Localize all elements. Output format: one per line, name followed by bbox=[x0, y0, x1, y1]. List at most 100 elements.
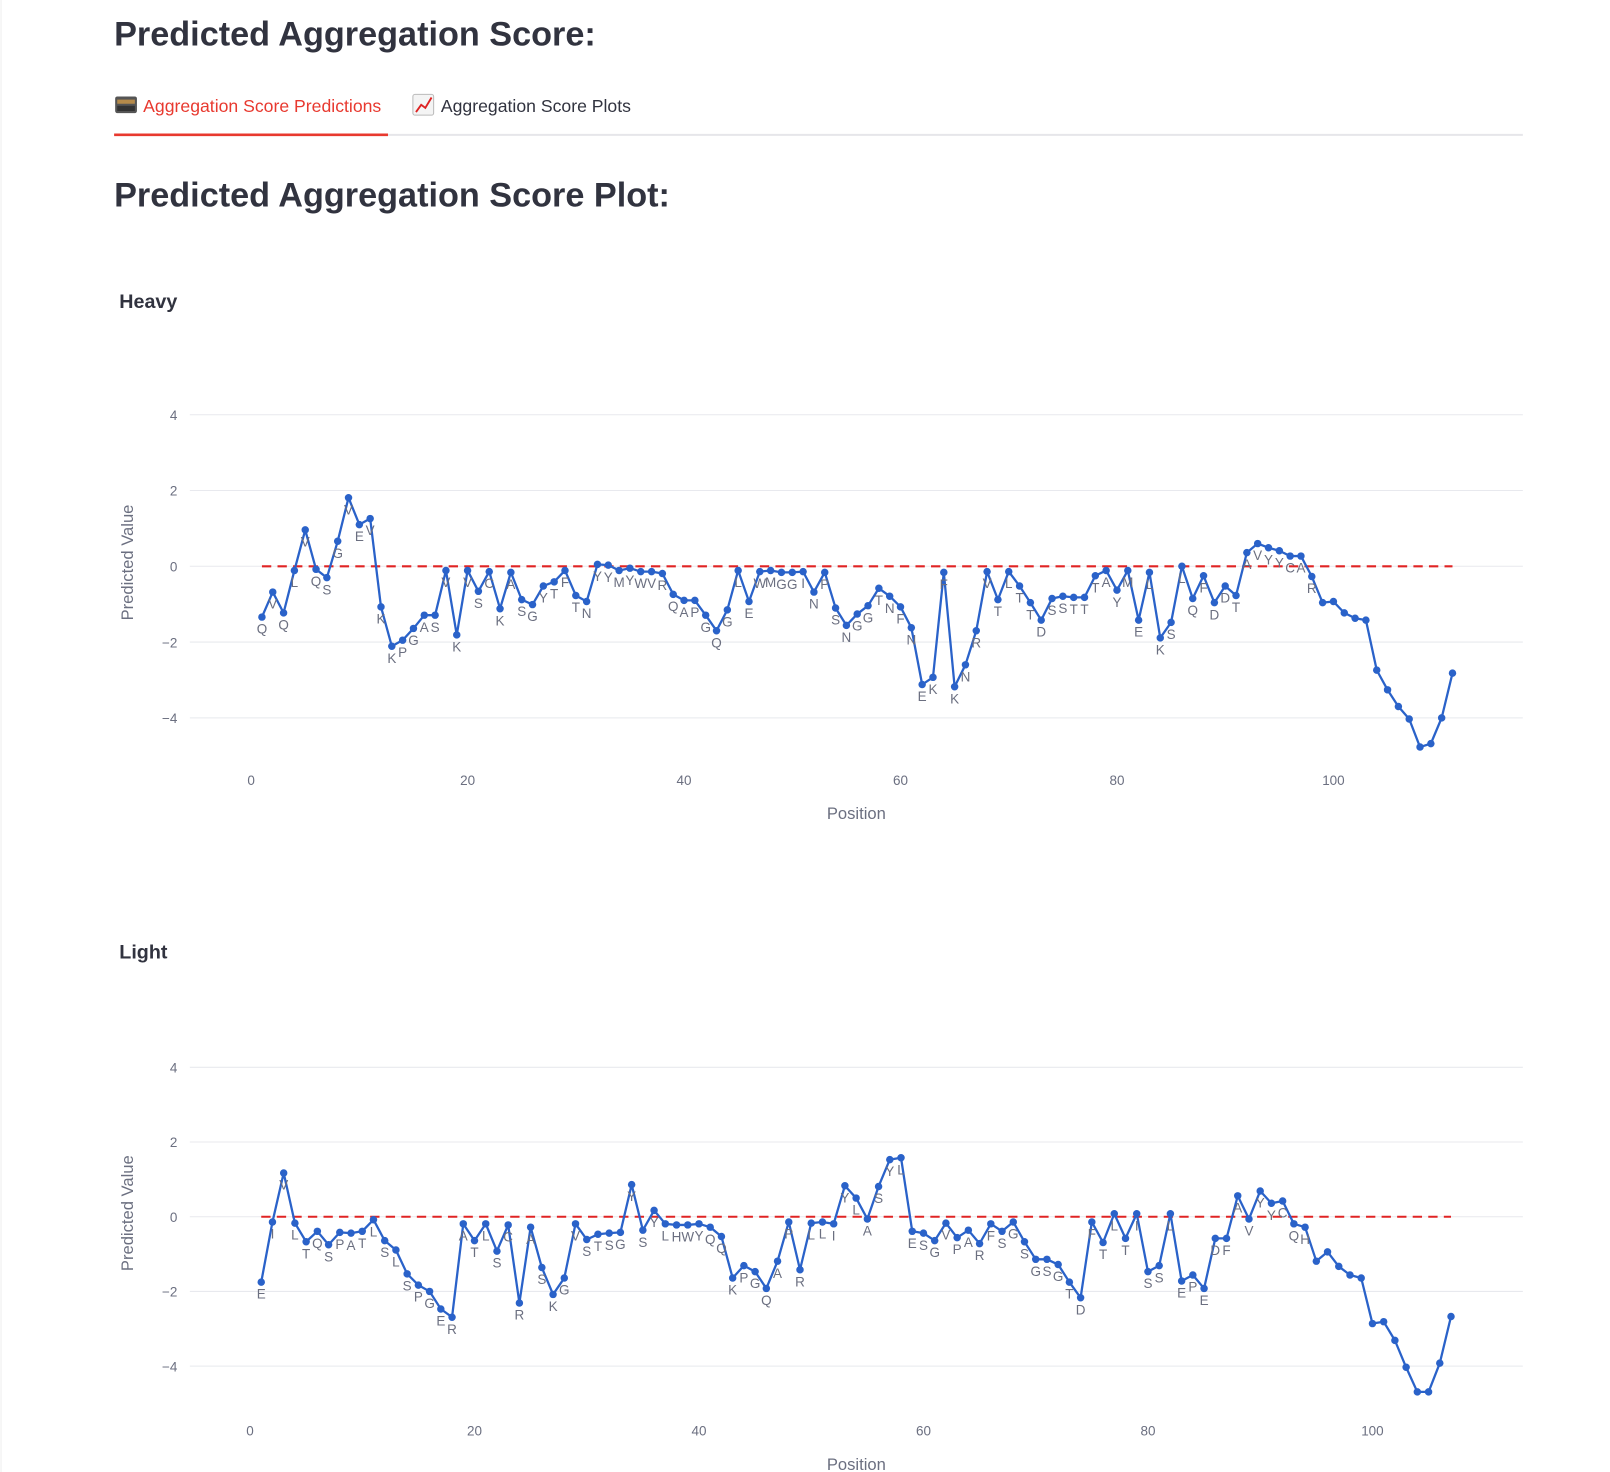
point-label: H bbox=[1300, 1232, 1310, 1247]
point-label: F bbox=[561, 575, 569, 590]
point-label: L bbox=[370, 1224, 378, 1239]
point-label: S bbox=[874, 1191, 883, 1206]
data-point bbox=[301, 526, 309, 534]
data-point bbox=[1177, 1277, 1186, 1285]
data-point bbox=[762, 1284, 771, 1293]
data-point bbox=[650, 1206, 658, 1215]
point-label: S bbox=[1020, 1246, 1029, 1261]
point-label: F bbox=[940, 577, 948, 592]
point-label: L bbox=[291, 1228, 299, 1243]
data-point bbox=[728, 1274, 737, 1282]
point-label: T bbox=[1065, 1287, 1073, 1302]
point-label: L bbox=[734, 575, 742, 590]
data-point bbox=[583, 1235, 591, 1244]
point-label: G bbox=[863, 610, 873, 625]
data-point bbox=[425, 1287, 434, 1296]
tab[interactable]: Aggregation Score Predictions bbox=[143, 96, 381, 116]
data-point bbox=[463, 566, 472, 575]
data-point bbox=[1243, 548, 1251, 557]
data-point bbox=[639, 1226, 647, 1234]
x-tick-label: 40 bbox=[677, 773, 692, 788]
data-point bbox=[972, 626, 981, 635]
point-label: E bbox=[257, 1287, 266, 1302]
point-label: G bbox=[929, 1245, 939, 1260]
data-point bbox=[517, 595, 526, 604]
data-point bbox=[807, 1219, 815, 1227]
point-label: T bbox=[572, 600, 580, 615]
tab[interactable]: Aggregation Score Plots bbox=[441, 96, 631, 116]
point-label: M bbox=[1122, 575, 1133, 590]
data-point bbox=[864, 601, 872, 610]
point-label: Y bbox=[1112, 595, 1121, 610]
data-point bbox=[930, 1236, 939, 1245]
data-point bbox=[627, 1180, 636, 1189]
data-point bbox=[1221, 582, 1229, 590]
point-label: V bbox=[983, 576, 992, 591]
point-label: R bbox=[447, 1322, 457, 1337]
data-point bbox=[358, 1227, 366, 1236]
point-label: A bbox=[347, 1238, 356, 1253]
point-label: L bbox=[819, 1227, 827, 1242]
data-point bbox=[1144, 1267, 1152, 1276]
point-label: G bbox=[424, 1296, 434, 1311]
point-label: P bbox=[398, 645, 407, 660]
point-label: S bbox=[1042, 1264, 1051, 1279]
x-tick-label: 80 bbox=[1140, 1424, 1155, 1439]
data-point bbox=[896, 603, 905, 611]
data-point bbox=[324, 1241, 333, 1249]
data-point bbox=[950, 683, 959, 691]
data-point bbox=[1189, 594, 1197, 603]
data-point bbox=[392, 1246, 400, 1254]
data-point bbox=[549, 1290, 557, 1299]
point-label: P bbox=[690, 605, 699, 620]
data-point bbox=[1069, 593, 1078, 602]
point-label: S bbox=[1167, 627, 1176, 642]
point-label: R bbox=[795, 1274, 805, 1289]
x-tick-label: 0 bbox=[246, 1424, 254, 1439]
data-point bbox=[1256, 1187, 1264, 1195]
data-point bbox=[661, 1220, 670, 1228]
y-tick-label: −2 bbox=[162, 635, 177, 650]
data-point bbox=[1424, 1388, 1433, 1396]
data-point bbox=[403, 1270, 411, 1278]
tab-icon bbox=[412, 93, 435, 116]
point-label: P bbox=[1188, 1280, 1197, 1295]
data-point bbox=[1200, 1284, 1208, 1293]
point-label: V bbox=[279, 1178, 288, 1193]
point-label: L bbox=[392, 1255, 400, 1270]
point-label: K bbox=[928, 682, 937, 697]
data-point bbox=[593, 560, 602, 569]
point-label: L bbox=[662, 1228, 670, 1243]
point-label: V bbox=[344, 502, 353, 517]
data-point bbox=[1312, 1257, 1321, 1265]
point-label: Y bbox=[694, 1228, 703, 1243]
point-label: V bbox=[1253, 548, 1262, 563]
point-label: A bbox=[420, 620, 429, 635]
data-point bbox=[680, 596, 688, 605]
data-point bbox=[1155, 1261, 1163, 1270]
point-label: D bbox=[1076, 1302, 1086, 1317]
point-label: F bbox=[1222, 1243, 1230, 1258]
point-label: V bbox=[463, 575, 472, 590]
data-point bbox=[515, 1299, 524, 1307]
point-label: T bbox=[1015, 591, 1023, 606]
x-tick-label: 20 bbox=[460, 773, 475, 788]
data-point bbox=[333, 537, 342, 546]
y-tick-label: 2 bbox=[170, 484, 178, 499]
point-label: N bbox=[906, 632, 916, 647]
data-point bbox=[507, 568, 515, 577]
data-point bbox=[695, 1220, 703, 1228]
data-point bbox=[908, 1227, 916, 1236]
data-point bbox=[785, 1218, 793, 1226]
data-point bbox=[594, 1230, 602, 1239]
x-tick-label: 100 bbox=[1361, 1424, 1383, 1439]
point-label: S bbox=[1155, 1270, 1164, 1285]
point-label: A bbox=[964, 1235, 973, 1250]
data-point bbox=[1026, 598, 1035, 607]
data-point bbox=[1132, 1210, 1141, 1218]
point-label: G bbox=[1008, 1227, 1018, 1242]
data-point bbox=[1297, 552, 1305, 560]
data-point bbox=[1222, 1234, 1231, 1243]
data-point bbox=[701, 611, 710, 619]
